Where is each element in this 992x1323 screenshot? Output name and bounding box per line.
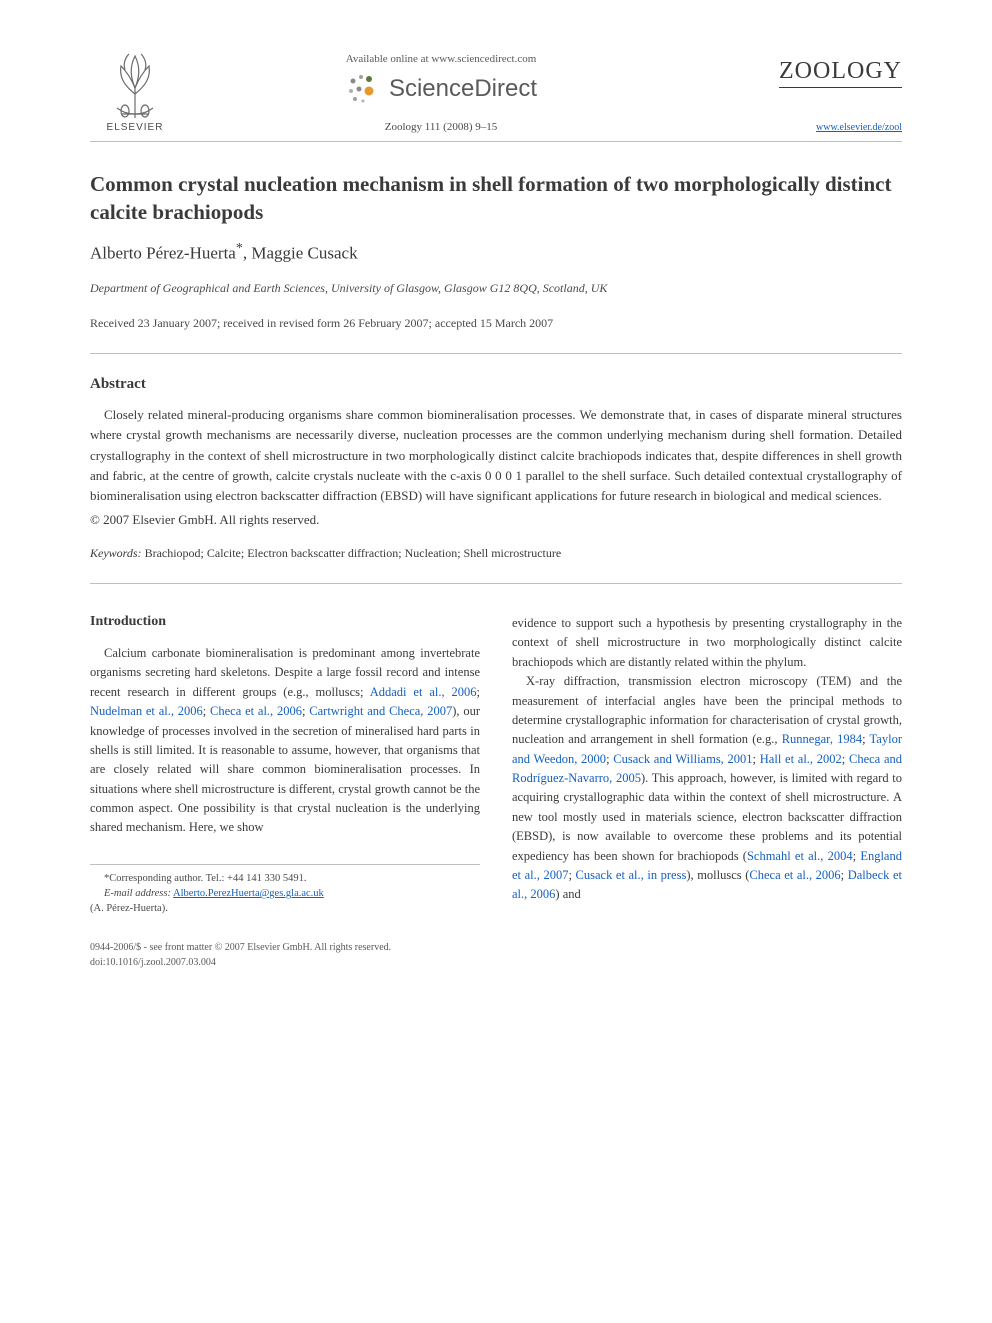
header-rule <box>90 141 902 142</box>
abstract-heading: Abstract <box>90 376 902 393</box>
elsevier-tree-icon <box>103 48 167 120</box>
citation-addadi[interactable]: Addadi et al., 2006 <box>370 685 477 699</box>
sciencedirect-logo: ScienceDirect <box>345 71 537 107</box>
footnotes-block: *Corresponding author. Tel.: +44 141 330… <box>90 864 480 917</box>
author-1: Alberto Pérez-Huerta <box>90 243 236 262</box>
keywords-label: Keywords: <box>90 546 142 560</box>
abstract-copyright: © 2007 Elsevier GmbH. All rights reserve… <box>90 512 902 528</box>
citation-runnegar[interactable]: Runnegar, 1984 <box>782 732 862 746</box>
intro-para-2: X-ray diffraction, transmission electron… <box>512 672 902 905</box>
citation-line: Zoology 111 (2008) 9–15 <box>385 121 498 133</box>
corresponding-author-note: *Corresponding author. Tel.: +44 141 330… <box>90 871 480 886</box>
header-center: Available online at www.sciencedirect.co… <box>180 53 702 133</box>
journal-homepage-link[interactable]: www.elsevier.de/zool <box>816 122 902 133</box>
citation-nudelman[interactable]: Nudelman et al., 2006 <box>90 704 203 718</box>
issn-copyright: 0944-2006/$ - see front matter © 2007 El… <box>90 940 902 955</box>
article-title: Common crystal nucleation mechanism in s… <box>90 170 902 227</box>
journal-header: ELSEVIER Available online at www.science… <box>90 48 902 133</box>
citation-cusack-williams[interactable]: Cusack and Williams, 2001 <box>613 752 752 766</box>
citation-hall[interactable]: Hall et al., 2002 <box>760 752 842 766</box>
email-name: (A. Pérez-Huerta). <box>90 901 480 916</box>
citation-schmahl[interactable]: Schmahl et al., 2004 <box>747 849 853 863</box>
p2-mid2: ), molluscs ( <box>686 868 749 882</box>
intro-para-1-cont: evidence to support such a hypothesis by… <box>512 614 902 672</box>
sep: ; <box>203 704 210 718</box>
doi-line: doi:10.1016/j.zool.2007.03.004 <box>90 955 902 970</box>
email-label: E-mail address: <box>104 888 171 899</box>
intro-text-post: ), our knowledge of processes involved i… <box>90 704 480 834</box>
author-list: Alberto Pérez-Huerta*, Maggie Cusack <box>90 241 902 264</box>
keywords-list: Brachiopod; Calcite; Electron backscatte… <box>145 546 562 560</box>
author-2: Maggie Cusack <box>251 243 357 262</box>
p2-tail: ) and <box>555 887 580 901</box>
abstract-body: Closely related mineral-producing organi… <box>90 405 902 506</box>
column-right: evidence to support such a hypothesis by… <box>512 614 902 916</box>
affiliation: Department of Geographical and Earth Sci… <box>90 281 902 296</box>
journal-title: ZOOLOGY <box>779 58 902 88</box>
elsevier-wordmark: ELSEVIER <box>107 122 164 133</box>
elsevier-logo-block: ELSEVIER <box>90 48 180 133</box>
available-online-text: Available online at www.sciencedirect.co… <box>346 53 537 65</box>
article-dates: Received 23 January 2007; received in re… <box>90 316 902 331</box>
citation-cartwright[interactable]: Cartwright and Checa, 2007 <box>309 704 452 718</box>
author-email-link[interactable]: Alberto.PerezHuerta@ges.gla.ac.uk <box>173 888 324 899</box>
post-abstract-rule <box>90 583 902 584</box>
citation-checa-2006[interactable]: Checa et al., 2006 <box>210 704 302 718</box>
sciencedirect-wordmark: ScienceDirect <box>389 75 537 103</box>
citation-cusack-inpress[interactable]: Cusack et al., in press <box>576 868 687 882</box>
journal-brand-block: ZOOLOGY www.elsevier.de/zool <box>702 58 902 133</box>
intro-para-1: Calcium carbonate biomineralisation is p… <box>90 644 480 838</box>
citation-checa-2006b[interactable]: Checa et al., 2006 <box>749 868 840 882</box>
body-columns: Introduction Calcium carbonate biominera… <box>90 614 902 916</box>
keywords-line: Keywords: Brachiopod; Calcite; Electron … <box>90 546 902 561</box>
corresponding-asterisk: * <box>236 241 243 256</box>
email-line: E-mail address: Alberto.PerezHuerta@ges.… <box>90 886 480 901</box>
introduction-heading: Introduction <box>90 614 480 630</box>
front-matter-line: 0944-2006/$ - see front matter © 2007 El… <box>90 940 902 970</box>
pre-abstract-rule <box>90 353 902 354</box>
sep: ; <box>477 685 480 699</box>
sciencedirect-dots-icon <box>345 71 381 107</box>
column-left: Introduction Calcium carbonate biominera… <box>90 614 480 916</box>
